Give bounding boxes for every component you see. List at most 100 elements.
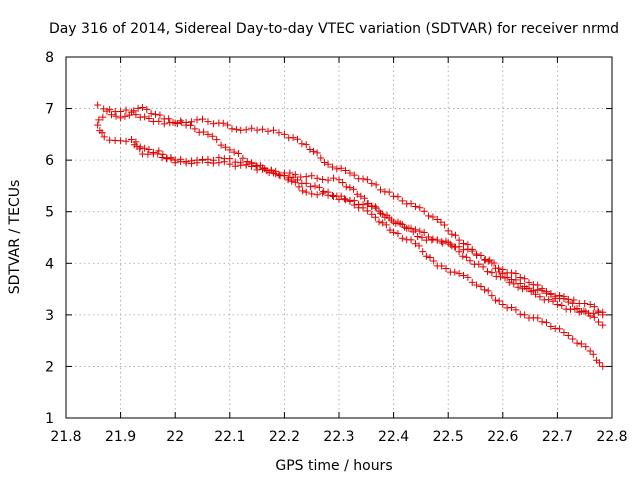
series-track-2 [95,104,607,317]
data-point [248,124,256,132]
data-point [208,132,216,140]
data-point [188,157,196,165]
x-tick-label: 22.4 [378,429,409,445]
data-point [272,170,280,178]
grid [66,57,612,418]
data-point [411,203,419,211]
data-point [534,314,542,322]
data-point [333,165,341,173]
data-point [152,110,160,118]
y-tick-label: 5 [45,205,54,221]
data-point [199,155,206,163]
data-point [242,161,250,169]
data-point [165,115,173,123]
data-point [468,278,476,286]
data-point [337,164,345,172]
data-point [328,163,336,171]
data-point [521,275,529,283]
data-point [438,238,446,246]
data-point [294,135,302,143]
axis-ticks: 21.8 21.9 22 22.1 22.2 22.3 22.4 22.5 22.6 22.7 22… [45,50,628,445]
x-axis-label: GPS time / hours [275,458,392,474]
data-point [178,118,186,126]
data-point [468,247,476,255]
data-point [569,299,577,307]
data-point [438,262,446,270]
data-point [112,112,120,120]
data-point [398,221,406,229]
data-point [144,150,152,158]
data-point [149,149,157,157]
data-point [422,252,430,260]
data-point [122,137,130,145]
data-point [147,110,155,118]
data-point [510,280,518,288]
data-point [289,134,297,142]
data-point [407,200,415,208]
data-point [171,159,179,167]
data-point [306,145,314,153]
data-point [437,218,445,226]
data-point [217,141,225,149]
data-point [442,237,450,245]
data-point [315,183,323,191]
data-point [159,150,167,158]
x-tick-label: 21.8 [50,429,81,445]
data-point [353,190,361,198]
data-point [368,203,376,211]
data-point [264,127,272,135]
data-point [285,174,293,182]
y-axis-label: SDTVAR / TECUs [7,180,23,295]
y-tick-label: 3 [45,308,54,324]
data-point [492,296,500,304]
data-point [479,263,487,271]
data-point [158,154,166,162]
data-point [128,136,136,144]
data-point [117,114,125,122]
data-point [455,270,463,278]
data-point [394,193,402,201]
data-point [444,227,452,235]
data-point [350,201,358,209]
data-point [100,133,108,141]
data-point [414,232,422,240]
data-point [363,200,371,208]
data-point [230,148,238,156]
data-point [564,331,572,339]
data-point [564,298,572,306]
data-point [350,185,358,193]
data-point [416,227,424,235]
data-point [141,144,149,152]
data-point [259,125,267,133]
data-point [594,307,602,315]
data-point [313,191,321,199]
data-point [269,126,277,134]
data-point [516,280,524,288]
data-point [357,192,365,200]
data-point [342,183,350,191]
data-point [302,173,310,181]
data-point [299,187,307,195]
data-point [132,111,140,119]
data-point [267,166,275,174]
data-point [235,149,243,157]
data-markers [94,101,607,370]
data-point [512,306,520,314]
data-point [398,234,406,242]
data-point [569,335,577,343]
data-point [586,347,594,355]
data-point [390,192,398,200]
data-point [313,149,321,157]
data-point [484,287,492,295]
x-tick-label: 22.2 [269,429,300,445]
data-point [411,226,419,234]
data-point [167,155,175,163]
data-point [94,121,102,129]
data-point [379,219,387,227]
data-point [145,114,153,122]
data-point [390,228,398,236]
data-point [130,107,138,115]
data-point [173,120,181,128]
data-point [532,290,540,298]
